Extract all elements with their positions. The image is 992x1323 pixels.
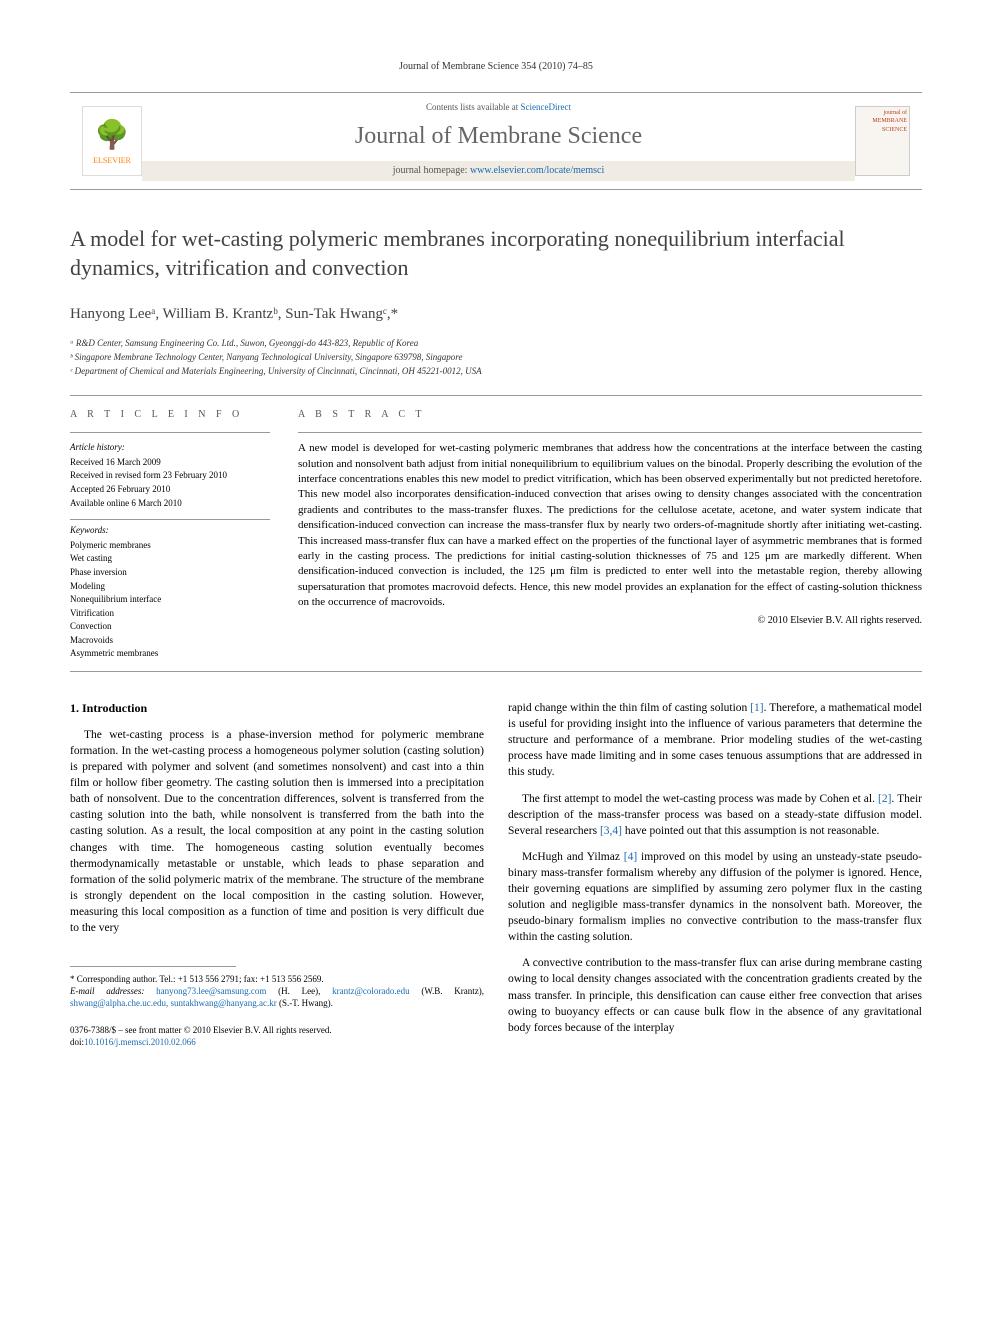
- keyword: Wet casting: [70, 552, 270, 565]
- text: McHugh and Yilmaz: [522, 851, 624, 863]
- cite-3-4[interactable]: [3,4]: [600, 825, 622, 837]
- column-left: 1. Introduction The wet-casting process …: [70, 700, 484, 1049]
- homepage-prefix: journal homepage:: [393, 165, 470, 176]
- abstract-rule: [298, 432, 922, 433]
- email-who-1: (H. Lee),: [266, 986, 332, 996]
- info-rule-2: [70, 519, 270, 520]
- info-heading: A R T I C L E I N F O: [70, 408, 270, 422]
- history-label: Article history:: [70, 441, 270, 454]
- text: have pointed out that this assumption is…: [622, 825, 879, 837]
- homepage-line: journal homepage: www.elsevier.com/locat…: [142, 161, 855, 181]
- contents-line: Contents lists available at ScienceDirec…: [142, 101, 855, 114]
- email-label: E-mail addresses:: [70, 986, 156, 996]
- history-online: Available online 6 March 2010: [70, 497, 270, 510]
- history-revised: Received in revised form 23 February 201…: [70, 469, 270, 482]
- footnote: * Corresponding author. Tel.: +1 513 556…: [70, 973, 484, 1009]
- info-abstract: A R T I C L E I N F O Article history: R…: [70, 408, 922, 661]
- affiliations: ᵃ R&D Center, Samsung Engineering Co. Lt…: [70, 337, 922, 377]
- abstract-heading: A B S T R A C T: [298, 408, 922, 422]
- abstract-text: A new model is developed for wet-casting…: [298, 441, 922, 610]
- text: rapid change within the thin film of cas…: [508, 702, 750, 714]
- intro-p3: McHugh and Yilmaz [4] improved on this m…: [508, 849, 922, 946]
- history-accepted: Accepted 26 February 2010: [70, 483, 270, 496]
- copyright: © 2010 Elsevier B.V. All rights reserved…: [298, 614, 922, 628]
- tree-icon: 🌳: [95, 116, 130, 155]
- footnote-rule: [70, 966, 236, 967]
- keyword: Asymmetric membranes: [70, 647, 270, 660]
- affiliation-c: ᶜ Department of Chemical and Materials E…: [70, 365, 922, 378]
- email-link-2[interactable]: krantz@colorado.edu: [332, 986, 410, 996]
- body: 1. Introduction The wet-casting process …: [70, 700, 922, 1049]
- rule-bottom: [70, 671, 922, 672]
- keyword: Polymeric membranes: [70, 539, 270, 552]
- intro-p4: A convective contribution to the mass-tr…: [508, 955, 922, 1035]
- doi-block: 0376-7388/$ – see front matter © 2010 El…: [70, 1024, 484, 1049]
- abstract: A B S T R A C T A new model is developed…: [298, 408, 922, 661]
- intro-p1-cont: rapid change within the thin film of cas…: [508, 700, 922, 780]
- keyword: Modeling: [70, 580, 270, 593]
- email-who-2: (W.B. Krantz),: [410, 986, 484, 996]
- front-matter: 0376-7388/$ – see front matter © 2010 El…: [70, 1024, 484, 1037]
- email-addresses: E-mail addresses: hanyong73.lee@samsung.…: [70, 985, 484, 1009]
- cite-2[interactable]: [2]: [878, 793, 891, 805]
- keywords-label: Keywords:: [70, 524, 270, 537]
- authors: Hanyong Leeᵃ, William B. Krantzᵇ, Sun-Ta…: [70, 304, 922, 325]
- column-right: rapid change within the thin film of cas…: [508, 700, 922, 1049]
- cite-1[interactable]: [1]: [750, 702, 763, 714]
- publisher-label: ELSEVIER: [93, 155, 131, 166]
- journal-name: Journal of Membrane Science: [142, 120, 855, 154]
- elsevier-logo: 🌳 ELSEVIER: [82, 106, 142, 176]
- email-link-3b[interactable]: , suntakhwang@hanyang.ac.kr: [166, 998, 277, 1008]
- email-link-1[interactable]: hanyong73.lee@samsung.com: [156, 986, 266, 996]
- page: Journal of Membrane Science 354 (2010) 7…: [0, 0, 992, 1089]
- email-who-3: (S.-T. Hwang).: [277, 998, 333, 1008]
- keyword: Vitrification: [70, 607, 270, 620]
- running-head: Journal of Membrane Science 354 (2010) 7…: [70, 60, 922, 74]
- doi-prefix: doi:: [70, 1037, 84, 1047]
- masthead: 🌳 ELSEVIER Contents lists available at S…: [70, 92, 922, 190]
- doi-link[interactable]: 10.1016/j.memsci.2010.02.066: [84, 1037, 196, 1047]
- article-title: A model for wet-casting polymeric membra…: [70, 225, 922, 282]
- corresponding-author: * Corresponding author. Tel.: +1 513 556…: [70, 973, 484, 985]
- sciencedirect-link[interactable]: ScienceDirect: [521, 102, 571, 112]
- text: The first attempt to model the wet-casti…: [522, 793, 878, 805]
- keyword: Nonequilibrium interface: [70, 593, 270, 606]
- rule: [70, 395, 922, 396]
- homepage-link[interactable]: www.elsevier.com/locate/memsci: [470, 165, 604, 176]
- section-1-head: 1. Introduction: [70, 700, 484, 717]
- keyword: Phase inversion: [70, 566, 270, 579]
- email-link-3[interactable]: shwang@alpha.che.uc.edu: [70, 998, 166, 1008]
- cover-thumb: journal of MEMBRANE SCIENCE: [855, 106, 910, 176]
- doi-line: doi:10.1016/j.memsci.2010.02.066: [70, 1036, 484, 1049]
- history-received: Received 16 March 2009: [70, 456, 270, 469]
- intro-p2: The first attempt to model the wet-casti…: [508, 791, 922, 839]
- masthead-center: Contents lists available at ScienceDirec…: [142, 101, 855, 181]
- contents-prefix: Contents lists available at: [426, 102, 520, 112]
- keyword: Macrovoids: [70, 634, 270, 647]
- cite-4[interactable]: [4]: [624, 851, 637, 863]
- intro-p1: The wet-casting process is a phase-inver…: [70, 727, 484, 936]
- keyword: Convection: [70, 620, 270, 633]
- article-info: A R T I C L E I N F O Article history: R…: [70, 408, 270, 661]
- info-rule: [70, 432, 270, 433]
- affiliation-a: ᵃ R&D Center, Samsung Engineering Co. Lt…: [70, 337, 922, 350]
- text: improved on this model by using an unste…: [508, 851, 922, 943]
- affiliation-b: ᵇ Singapore Membrane Technology Center, …: [70, 351, 922, 364]
